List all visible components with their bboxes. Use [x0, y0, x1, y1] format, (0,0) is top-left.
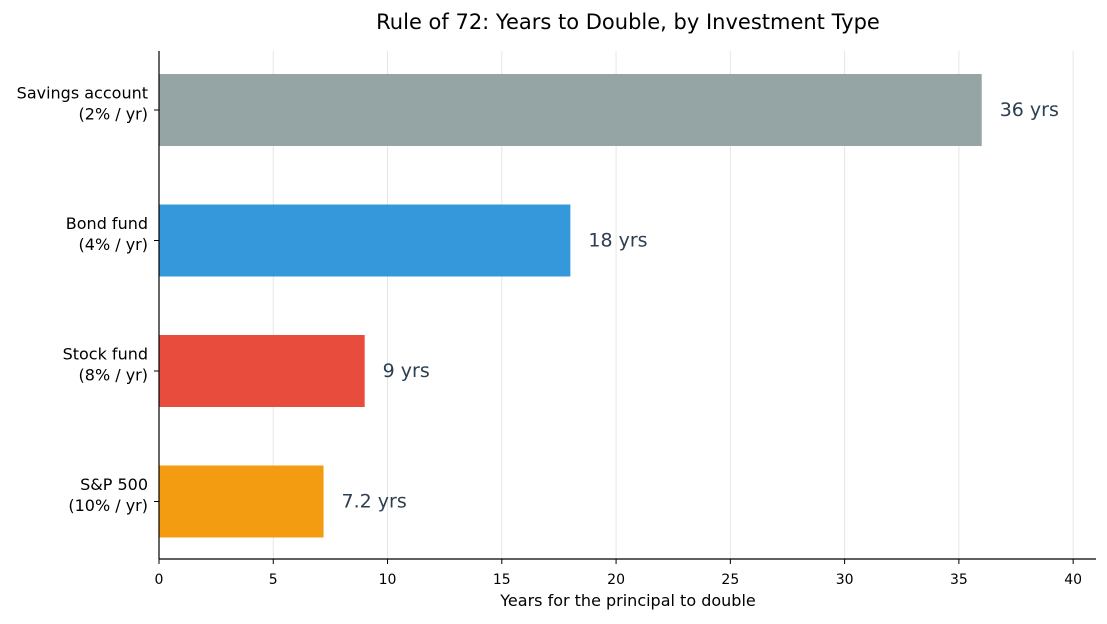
x-tick-label: 35 — [950, 572, 968, 588]
category-label: Bond fund — [66, 214, 148, 233]
bar-value-label: 7.2 yrs — [342, 491, 407, 513]
bar-value-label: 9 yrs — [383, 360, 430, 382]
bar-value-label: 36 yrs — [1000, 99, 1059, 121]
category-label: (10% / yr) — [68, 496, 148, 515]
x-tick-label: 40 — [1064, 572, 1082, 588]
axes: 0 5 10 15 20 25 30 35 40 — [154, 51, 1096, 588]
x-tick-label: 20 — [607, 572, 625, 588]
category-label: Stock fund — [63, 345, 148, 364]
bar — [159, 335, 365, 407]
category-label: (8% / yr) — [79, 366, 148, 385]
labels: 36 yrs Savings account (2% / yr) 18 yrs Bond… — [17, 84, 1059, 516]
x-axis-label: Years for the principal to double — [499, 591, 755, 610]
category-label: (4% / yr) — [79, 235, 148, 254]
chart-title: Rule of 72: Years to Double, by Investme… — [376, 10, 880, 34]
x-tick-label: 25 — [721, 572, 739, 588]
bar-value-label: 18 yrs — [588, 230, 647, 252]
category-label: Savings account — [17, 84, 148, 103]
x-tick-label: 0 — [155, 572, 164, 588]
bar — [159, 465, 324, 538]
bar — [159, 204, 571, 277]
x-tick-label: 10 — [379, 572, 397, 588]
category-label: (2% / yr) — [79, 105, 148, 124]
x-tick-label: 15 — [493, 572, 511, 588]
bar — [159, 74, 982, 146]
x-tick-label: 5 — [269, 572, 278, 588]
category-label: S&P 500 — [80, 475, 148, 494]
bars — [159, 74, 982, 538]
x-tick-label: 30 — [836, 572, 854, 588]
